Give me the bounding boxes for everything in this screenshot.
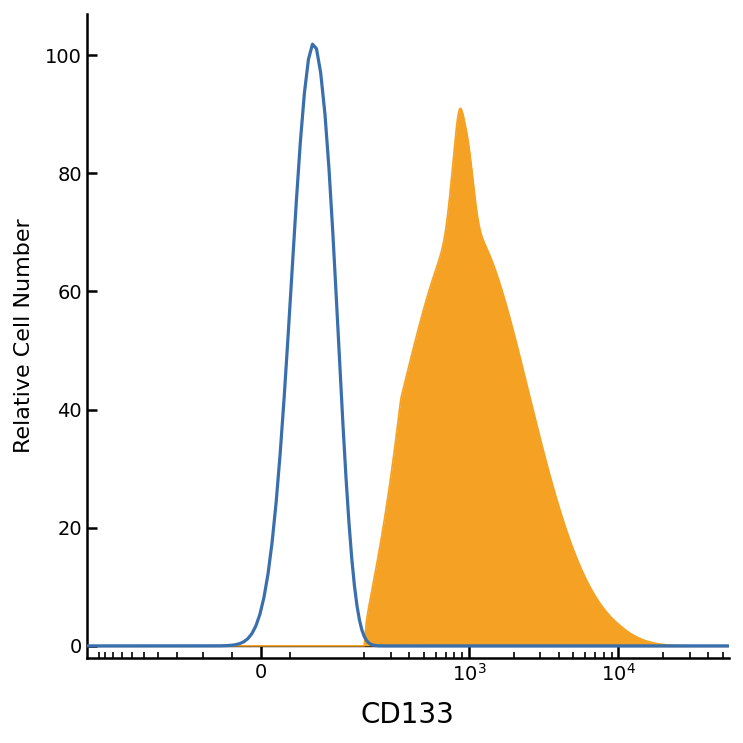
X-axis label: CD133: CD133 (361, 701, 455, 729)
Y-axis label: Relative Cell Number: Relative Cell Number (14, 218, 34, 453)
